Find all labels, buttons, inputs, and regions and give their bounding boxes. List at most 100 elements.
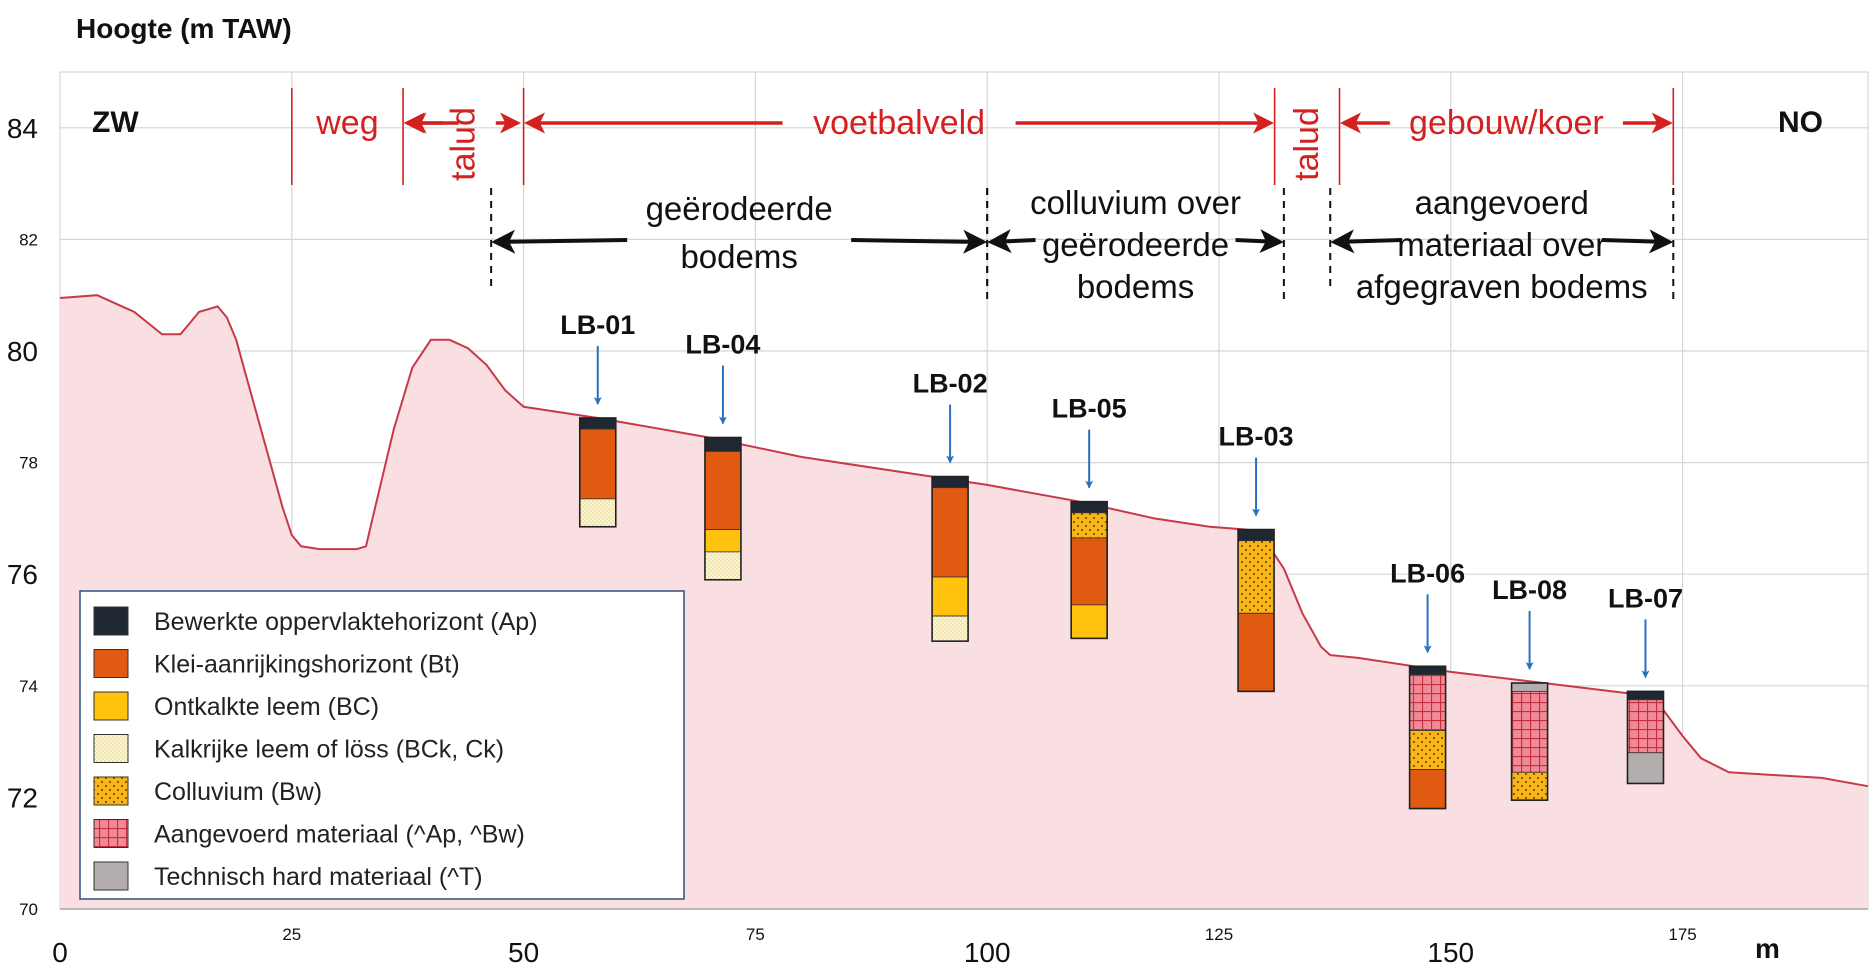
soil-zone-label: aangevoerd <box>1415 184 1589 221</box>
legend-swatch-aan <box>93 819 129 848</box>
borehole-lb-06: LB-06 <box>1390 558 1465 810</box>
layer-bc <box>931 576 969 617</box>
borehole-label: LB-06 <box>1390 558 1465 588</box>
borehole-lb-04: LB-04 <box>685 329 760 581</box>
legend-item-bw: Colluvium (Bw) <box>154 778 322 806</box>
y-tick-label: 72 <box>7 782 38 813</box>
y-tick-label: 78 <box>19 454 38 473</box>
soil-zone-label: geërodeerde <box>1042 226 1229 263</box>
soil-zone-label: materiaal over <box>1397 226 1606 263</box>
soil-zone-label: bodems <box>680 238 797 275</box>
x-tick-label: 25 <box>282 925 301 944</box>
borehole-outline <box>1626 690 1665 785</box>
layer-ap <box>704 437 742 452</box>
layer-ap <box>1409 665 1446 676</box>
zone-label-talud: talud <box>444 107 482 181</box>
borehole-lb-05: LB-05 <box>1052 394 1127 640</box>
borehole-label: LB-03 <box>1219 422 1294 452</box>
soil-zone-label: bodems <box>1077 268 1194 305</box>
soil-zone-arrow <box>1235 229 1284 254</box>
y-tick-label: 80 <box>7 336 38 367</box>
x-tick-label: 50 <box>508 937 539 963</box>
layer-bt <box>579 428 617 500</box>
borehole-outline <box>1408 665 1447 810</box>
legend-box <box>79 590 685 900</box>
soil-zone-label: afgegraven bodems <box>1356 268 1648 305</box>
layer-bw <box>1237 540 1275 614</box>
borehole-lb-08: LB-08 <box>1492 575 1567 801</box>
layer-bt <box>931 487 969 578</box>
y-tick-label: 70 <box>19 900 38 919</box>
borehole-label: LB-02 <box>913 369 988 399</box>
borehole-outline <box>704 436 742 581</box>
layer-t <box>1627 752 1664 784</box>
legend-item-bc: Ontkalkte leem (BC) <box>154 693 379 721</box>
borehole-label: LB-07 <box>1608 583 1683 613</box>
borehole-outline <box>931 475 969 642</box>
direction-right: NO <box>1778 106 1823 139</box>
x-axis-title: m <box>1755 933 1780 963</box>
legend-swatch-bw <box>93 776 129 806</box>
layer-bw <box>1409 730 1446 770</box>
soil-zone-label: colluvium over <box>1030 184 1241 221</box>
borehole-outline <box>1070 500 1108 640</box>
layer-ap <box>931 476 969 489</box>
borehole-label: LB-04 <box>685 329 760 359</box>
y-axis-title: Hoogte (m TAW) <box>76 13 292 44</box>
y-tick-label: 84 <box>7 113 38 144</box>
borehole-label: LB-05 <box>1052 394 1127 424</box>
y-tick-label: 74 <box>19 677 38 696</box>
layer-ap <box>1627 690 1664 701</box>
borehole-outline <box>1237 528 1275 693</box>
soil-zone-arrow <box>1601 229 1674 254</box>
soil-zone-label: geërodeerde <box>646 190 833 227</box>
layer-bc <box>704 529 742 553</box>
borehole-label: LB-01 <box>560 310 635 340</box>
legend-item-ap: Bewerkte oppervlaktehorizont (Ap) <box>154 608 538 636</box>
layer-bt <box>1409 769 1446 809</box>
layer-bw <box>1511 771 1548 801</box>
zone-label-voetbalveld: voetbalveld <box>813 104 985 142</box>
borehole-lb-07: LB-07 <box>1608 583 1683 785</box>
layer-bck <box>579 498 617 528</box>
borehole-lb-01: LB-01 <box>560 310 635 528</box>
x-tick-label: 175 <box>1668 925 1696 944</box>
soil-zone-arrow <box>1330 229 1402 254</box>
layer-bw <box>1070 512 1108 539</box>
legend-item-aan: Aangevoerd materiaal (^Ap, ^Bw) <box>154 821 525 849</box>
layer-ap <box>579 417 617 430</box>
x-tick-label: 150 <box>1427 937 1474 963</box>
legend-item-bck: Kalkrijke leem of löss (BCk, Ck) <box>154 736 504 764</box>
legend-swatch-bck <box>93 734 129 763</box>
layer-aan <box>1409 674 1446 731</box>
legend-item-bt: Klei-aanrijkingshorizont (Bt) <box>154 651 460 679</box>
borehole-outline <box>578 417 617 528</box>
legend-swatch-ap <box>93 606 129 636</box>
layer-aan <box>1511 690 1548 773</box>
legend-swatch-bc <box>93 691 129 721</box>
x-tick-label: 100 <box>964 937 1011 963</box>
x-tick-label: 0 <box>52 937 68 963</box>
borehole-outline <box>1510 682 1549 801</box>
layer-aan <box>1627 699 1664 754</box>
layer-t <box>1511 682 1548 692</box>
x-tick-label: 75 <box>746 925 765 944</box>
soil-zone-arrow <box>491 229 628 254</box>
legend-item-t: Technisch hard materiaal (^T) <box>154 863 483 891</box>
layer-bck <box>931 615 969 642</box>
zone-label-weg: weg <box>315 104 378 142</box>
layer-bck <box>704 551 742 581</box>
borehole-label: LB-08 <box>1492 575 1567 605</box>
layer-bt <box>1070 537 1108 606</box>
legend-swatch-t <box>93 861 129 891</box>
zone-label-gebouw-koer: gebouw/koer <box>1409 104 1604 142</box>
y-tick-label: 76 <box>7 559 38 590</box>
layer-ap <box>1237 529 1275 542</box>
borehole-lb-02: LB-02 <box>913 369 988 642</box>
borehole-lb-03: LB-03 <box>1219 422 1294 693</box>
zone-label-talud: talud <box>1288 107 1326 181</box>
layer-ap <box>1070 501 1108 514</box>
y-tick-label: 82 <box>19 230 38 249</box>
layer-bc <box>1070 604 1108 639</box>
